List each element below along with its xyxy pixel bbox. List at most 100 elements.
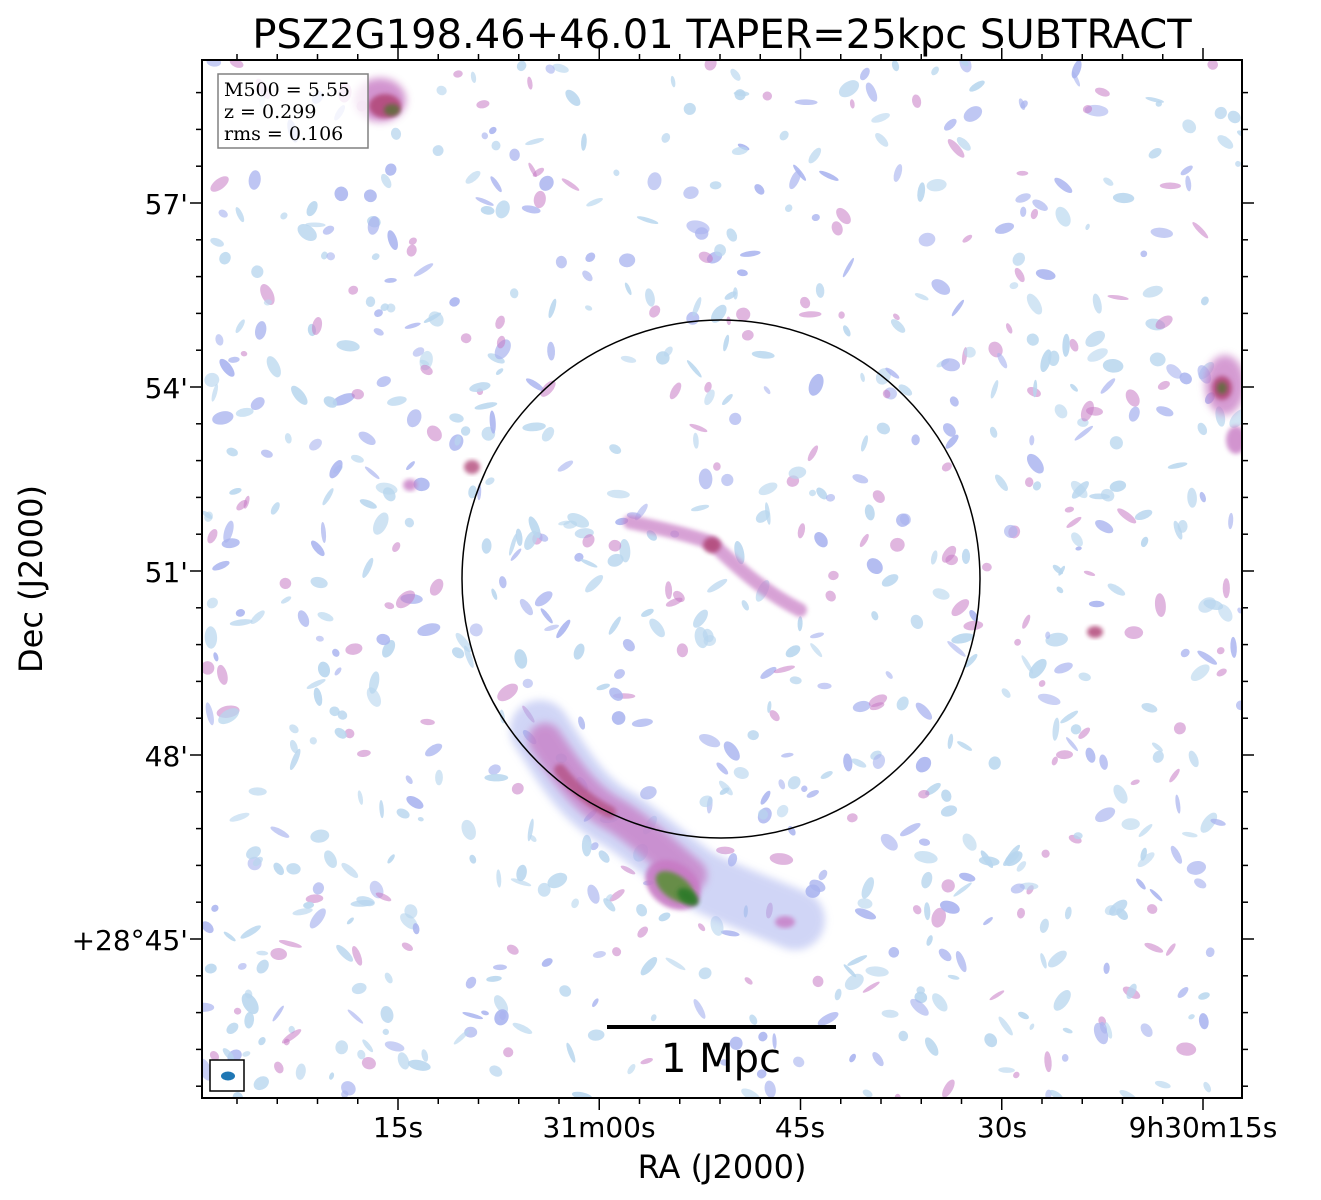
noise-blob [1141,703,1158,713]
noise-blob [1197,650,1218,665]
noise-blob [844,973,864,991]
noise-blob [376,633,391,646]
noise-blob [940,805,958,817]
noise-blob [940,900,960,914]
noise-blob [1109,436,1123,450]
noise-blob [730,68,741,81]
noise-blob [866,558,883,575]
noise-blob [270,826,290,838]
noise-blob [1126,983,1137,999]
noise-blob [1040,349,1052,373]
noise-blob [888,947,900,958]
noise-blob [375,892,392,902]
noise-blob [464,1026,478,1038]
noise-blob [772,1033,777,1049]
noise-blob [773,665,795,674]
noise-blob [401,942,413,952]
noise-blob [1210,818,1226,826]
noise-blob [464,645,474,668]
noise-blob [607,553,624,567]
noise-blob [209,1051,220,1061]
noise-blob [488,764,501,775]
noise-blob [1182,831,1198,838]
noise-blob [983,917,993,926]
noise-blob [547,872,568,889]
noise-blob [406,795,424,809]
noise-blob [945,554,958,566]
noise-blob [521,205,541,214]
plot-frame [201,59,1243,1099]
noise-blob [218,708,240,725]
noise-blob [988,756,1001,770]
noise-blob [959,872,976,882]
noise-blob [561,178,580,191]
noise-blob [392,542,401,553]
noise-blob [1080,400,1094,422]
noise-blob [1061,1054,1069,1062]
noise-blob [236,499,248,511]
noise-blob [413,477,430,492]
noise-blob [1137,852,1155,868]
noise-blob [921,871,933,889]
noise-blob [587,1029,605,1041]
noise-blob [1016,170,1029,176]
noise-blob [1190,664,1210,682]
axis-ticks [190,48,1254,1110]
noise-blob [846,813,858,823]
noise-blob [723,334,730,352]
noise-blob [885,671,893,679]
noise-blob [573,643,585,660]
noise-blob [453,1029,470,1045]
noise-blob [990,380,999,399]
noise-blob [849,99,855,109]
noise-blob [244,1011,255,1029]
noise-blob [495,315,505,329]
noise-blob [609,444,622,455]
noise-blob [404,517,415,528]
noise-blob [405,775,413,785]
noise-blob [1100,378,1116,394]
noise-blob [619,253,636,268]
noise-blob [384,1041,405,1052]
noise-blob [202,510,213,519]
noise-blob [449,413,464,423]
noise-blob [720,1059,729,1066]
noise-blob [1018,98,1026,111]
noise-blob [525,378,545,392]
noise-blob [1185,175,1192,192]
noise-blob [335,1040,349,1055]
noise-blob [797,616,803,632]
noise-blob [820,770,833,780]
noise-blob [284,433,292,444]
noise-blob [1167,462,1188,469]
noise-blob [207,529,218,544]
noise-blob [817,682,832,690]
noise-blob [509,148,520,161]
noise-blob [496,869,502,888]
noise-blob [1173,722,1186,735]
noise-blob [380,173,392,189]
noise-blob [843,753,853,772]
noise-blob [1177,520,1188,533]
noise-blob [379,800,384,819]
noise-blob [206,597,218,609]
noise-blob [489,410,496,434]
noise-blob [789,676,802,685]
noise-blob [699,795,713,808]
noise-blob [1054,662,1073,674]
noise-blob [404,904,418,919]
noise-blob [1052,717,1060,741]
noise-blob [425,743,443,757]
noise-blob [860,67,870,81]
noise-blob [1149,352,1166,367]
noise-blob [1186,860,1207,875]
noise-blob [843,325,851,337]
noise-blob [336,944,354,962]
noise-blob [787,776,801,790]
noise-blob [528,162,537,177]
noise-blob [864,504,875,521]
noise-blob [528,516,541,539]
noise-blob [1103,177,1114,186]
noise-blob [1121,818,1140,831]
noise-blob [310,829,330,843]
